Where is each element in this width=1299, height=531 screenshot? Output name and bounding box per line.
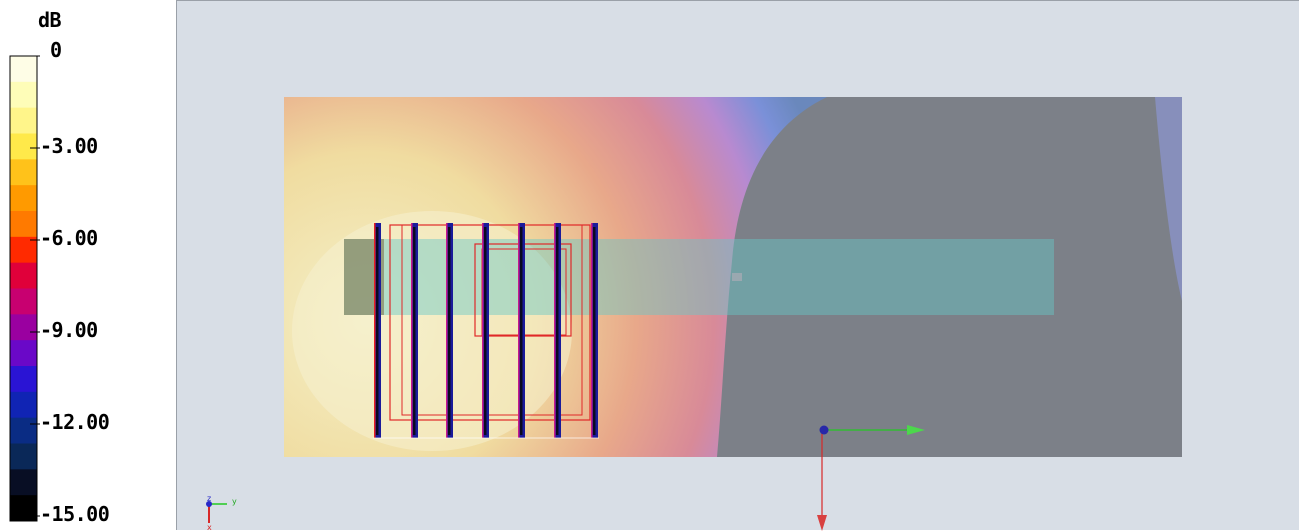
colorbar-band [10, 288, 37, 315]
colorbar-band [10, 185, 37, 212]
tick-label-0: 0 [50, 38, 62, 62]
triad-z-label: z [207, 494, 211, 503]
antenna-strip [518, 223, 525, 438]
colorbar-unit: dB [38, 8, 62, 32]
antenna-strip [482, 223, 489, 438]
antenna-strip [374, 223, 381, 438]
colorbar-band [10, 391, 37, 419]
origin-axes [817, 425, 925, 531]
colorbar-band [10, 417, 37, 444]
antenna-array [373, 223, 599, 439]
colorbar-band [10, 443, 37, 470]
colorbar-band [10, 133, 37, 160]
colorbar-legend: dB 0 -3.00 -6.00 -9.00 -12.00 -15.00 [0, 0, 175, 530]
colorbar-band [10, 262, 37, 289]
colorbar-band [10, 236, 37, 264]
tick-label-15: -15.00 [40, 502, 110, 526]
colorbar-frame [9, 55, 38, 522]
antenna-strip [554, 223, 561, 438]
triad-y-label: y [232, 497, 237, 506]
colorbar-bands [10, 56, 37, 522]
triad-x-label: x [207, 523, 212, 531]
colorbar-band [10, 107, 37, 134]
colorbar-band [10, 159, 37, 186]
via [732, 273, 742, 281]
colorbar-band [10, 495, 37, 522]
colorbar [9, 55, 40, 522]
antenna-strip [446, 223, 453, 438]
colorbar-band [10, 469, 37, 496]
colorbar-band [10, 81, 37, 109]
antenna-strip [411, 223, 418, 438]
antenna-strips [374, 223, 598, 438]
colorbar-band [10, 340, 37, 367]
field-edge-right [1155, 97, 1182, 301]
tick-label-3: -3.00 [40, 134, 98, 158]
colorbar-band [10, 211, 37, 238]
axis-triad: z y x [206, 494, 237, 531]
tick-label-9: -9.00 [40, 318, 98, 342]
tick-label-6: -6.00 [40, 226, 98, 250]
antenna-strip [591, 223, 598, 438]
3d-scene: z y x [206, 97, 1182, 531]
3d-viewport[interactable]: z y x [176, 0, 1299, 531]
axis-y-arrow [907, 425, 925, 435]
origin-point [819, 425, 829, 435]
colorbar-band [10, 366, 37, 393]
axis-x-arrow [817, 515, 827, 531]
tick-label-12: -12.00 [40, 410, 110, 434]
colorbar-band [10, 314, 37, 341]
transmission-line [344, 239, 1054, 315]
colorbar-band [10, 56, 37, 83]
ground-region [717, 97, 1182, 457]
